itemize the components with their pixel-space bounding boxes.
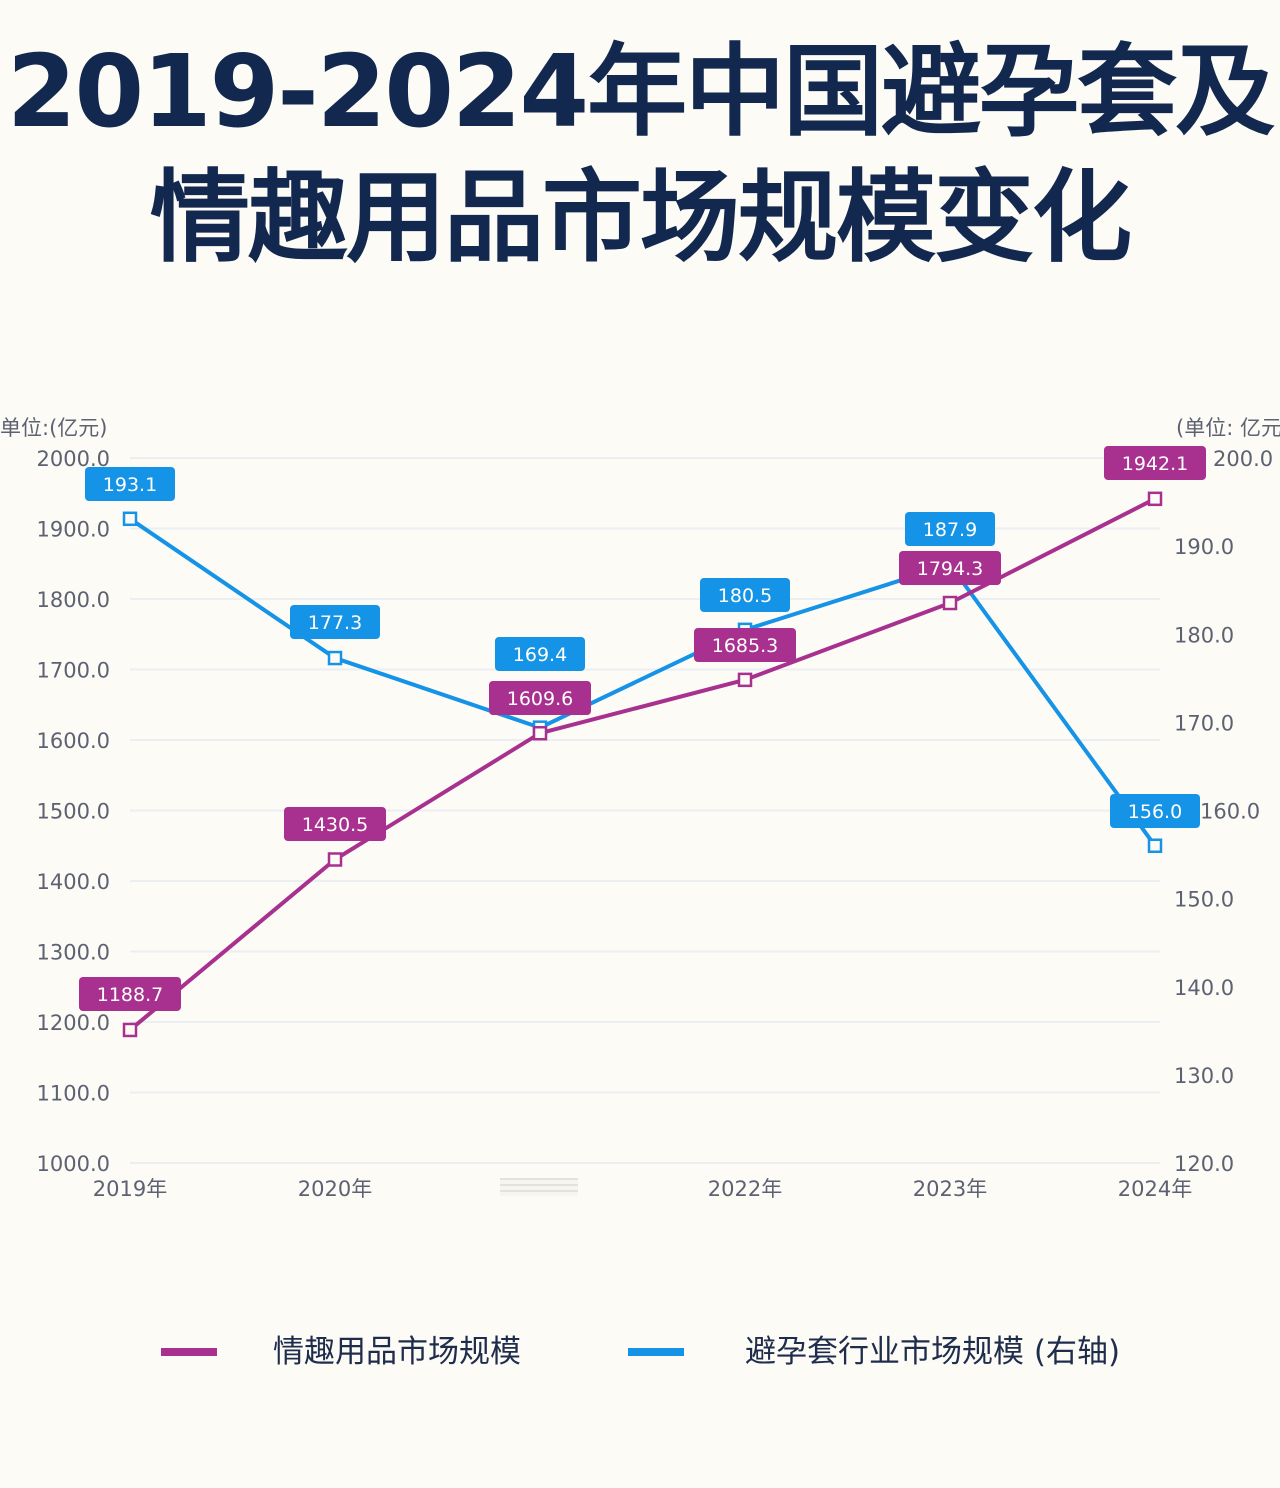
data-label-adult-products-text: 1609.6: [507, 688, 573, 710]
data-label-adult-products: [694, 628, 796, 662]
line-chart: 2000.01900.01800.01700.01600.01500.01400…: [37, 446, 1273, 1201]
left-axis-tick: 1400.0: [37, 870, 110, 894]
data-label-condom: [495, 637, 585, 671]
data-point-marker-adult-products: [1147, 491, 1163, 507]
data-label-adult-products: [1104, 446, 1206, 480]
legend-label-series1: 情趣用品市场规模: [273, 1334, 521, 1370]
left-axis-tick: 1700.0: [37, 659, 110, 683]
data-label-adult-products-text: 1430.5: [302, 814, 368, 836]
chart-title-line-1: 2019-2024年中国避孕套及: [6, 33, 1275, 150]
data-label-adult-products: [284, 807, 386, 841]
data-point-marker-adult-products: [327, 852, 343, 867]
data-label-adult-products: [899, 551, 1001, 585]
data-point-marker-condom: [1147, 838, 1163, 853]
data-label-adult-products-text: 1685.3: [712, 635, 778, 657]
data-label-adult-products: [489, 681, 591, 715]
data-label-condom-text: 193.1: [103, 474, 157, 496]
data-label-condom-text: 187.9: [923, 519, 977, 541]
data-label-adult-products-text: 1794.3: [917, 558, 983, 580]
left-axis-tick: 1300.0: [37, 941, 110, 965]
legend: 情趣用品市场规模 避孕套行业市场规模 (右轴): [0, 1330, 1280, 1374]
data-point-marker-adult-products: [532, 725, 548, 741]
x-axis-tick: 2019年: [93, 1177, 167, 1201]
left-axis-tick: 1200.0: [37, 1011, 110, 1035]
right-axis-tick: 140.0: [1174, 976, 1234, 1000]
right-axis-tick: 200.0: [1213, 447, 1273, 471]
data-point-marker-adult-products: [942, 595, 958, 611]
data-label-condom: [85, 467, 175, 501]
data-label-condom: [1110, 794, 1200, 828]
left-axis-tick: 1600.0: [37, 729, 110, 753]
x-axis-tick: 2020年: [298, 1177, 372, 1201]
right-axis-tick: 180.0: [1174, 623, 1234, 647]
data-label-condom: [905, 512, 995, 546]
data-label-adult-products-text: 1188.7: [97, 984, 163, 1006]
right-axis-tick: 160.0: [1200, 800, 1260, 824]
right-axis-tick: 170.0: [1174, 711, 1234, 735]
left-axis-tick: 1900.0: [37, 518, 110, 542]
legend-label-series2: 避孕套行业市场规模 (右轴): [745, 1334, 1121, 1370]
left-axis-tick: 1500.0: [37, 800, 110, 824]
data-label-adult-products: [79, 977, 181, 1011]
data-label-adult-products-text: 1942.1: [1122, 453, 1188, 475]
left-axis-tick: 1800.0: [37, 588, 110, 612]
obscured-x-label: [500, 1178, 578, 1196]
left-axis-tick: 1100.0: [37, 1082, 110, 1106]
series-line-condom: [128, 517, 1157, 847]
chart-title-line-2: 情趣用品市场规模变化: [150, 159, 1132, 276]
right-axis-tick: 190.0: [1174, 535, 1234, 559]
data-point-marker-condom: [122, 511, 138, 527]
data-point-marker-condom: [327, 650, 343, 666]
data-label-condom-text: 169.4: [513, 644, 567, 666]
right-axis-tick: 120.0: [1174, 1152, 1234, 1176]
left-axis-tick: 1000.0: [37, 1152, 110, 1176]
data-label-condom-text: 180.5: [718, 585, 772, 607]
data-label-condom-text: 177.3: [308, 612, 362, 634]
right-axis-tick: 130.0: [1174, 1064, 1234, 1088]
right-axis-unit: (单位: 亿元): [1176, 416, 1280, 440]
data-label-condom: [290, 605, 380, 639]
data-label-condom: [700, 578, 790, 612]
x-axis-tick: 2023年: [913, 1177, 987, 1201]
x-axis-tick: 2024年: [1118, 1177, 1192, 1201]
legend-swatch-series1: [161, 1348, 217, 1356]
right-axis-tick: 150.0: [1174, 888, 1234, 912]
x-axis-tick: 2022年: [708, 1177, 782, 1201]
data-point-marker-adult-products: [737, 672, 753, 688]
left-axis-unit: 单位:(亿元): [0, 416, 108, 440]
data-label-condom-text: 156.0: [1128, 801, 1182, 823]
legend-swatch-series2: [628, 1348, 684, 1356]
data-point-marker-adult-products: [122, 1022, 138, 1038]
series-line-adult-products: [128, 497, 1156, 1032]
